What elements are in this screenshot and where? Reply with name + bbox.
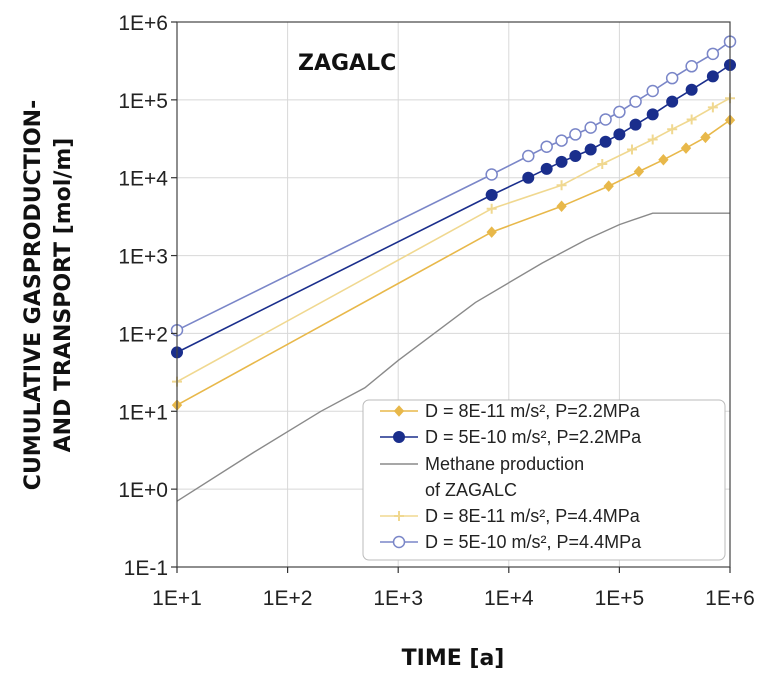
y-tick-label: 1E-1	[124, 557, 168, 580]
data-point	[613, 128, 626, 141]
x-axis-title: TIME [a]	[402, 646, 505, 671]
data-point	[599, 113, 612, 126]
data-point	[629, 95, 642, 108]
data-point	[540, 162, 553, 175]
data-point	[646, 84, 659, 98]
data-point	[486, 226, 497, 238]
data-point	[629, 118, 642, 131]
series-line	[176, 212, 730, 502]
data-point	[485, 168, 498, 181]
legend-label: D = 8E-11 m/s², P=2.2MPa	[425, 401, 641, 421]
ticks: 1E+1 1E+2 1E+3 1E+4 1E+5 1E+6 1E-1 1E+0 1E+1 1E+2…	[118, 12, 754, 610]
y-tick-label: 1E+3	[118, 246, 168, 269]
legend-label: D = 5E-10 m/s², P=2.2MPa	[425, 427, 642, 447]
data-point	[603, 180, 614, 192]
data-point	[584, 143, 597, 156]
series-line	[176, 97, 731, 383]
y-tick-label: 1E+4	[118, 168, 168, 191]
y-tick-label: 1E+1	[118, 401, 168, 424]
data-point	[597, 159, 608, 170]
x-tick-label: 1E+4	[484, 587, 534, 610]
x-tick-label: 1E+6	[705, 587, 755, 610]
y-tick-label: 1E+5	[118, 90, 168, 113]
data-point	[522, 171, 535, 184]
data-point	[522, 149, 535, 163]
legend-label: Methane production	[425, 454, 584, 474]
series-1	[171, 59, 736, 359]
legend-label: D = 8E-11 m/s², P=4.4MPa	[425, 506, 641, 526]
data-point	[555, 155, 568, 168]
chart-annotation: ZAGALC	[298, 51, 396, 76]
data-point	[680, 142, 692, 154]
legend-box	[362, 399, 726, 561]
data-point	[667, 124, 678, 135]
x-tick-label: 1E+1	[152, 587, 202, 610]
data-point	[613, 105, 626, 119]
data-point	[627, 144, 638, 155]
y-axis-title-line1: CUMULATIVE GASPRODUCTION-	[21, 100, 46, 490]
legend: D = 8E-11 m/s², P=2.2MPa D = 5E-10 m/s², …	[362, 399, 726, 561]
plot-frame	[176, 21, 731, 568]
data-point	[706, 70, 719, 83]
legend-swatch-marker	[392, 535, 406, 549]
y-tick-label: 1E+2	[118, 323, 168, 346]
x-tick-label: 1E+2	[263, 587, 313, 610]
legend-swatch-marker	[393, 405, 405, 417]
data-point	[665, 71, 679, 85]
data-point	[485, 188, 498, 201]
data-point	[633, 165, 645, 178]
data-point	[707, 102, 718, 113]
data-point	[569, 128, 582, 141]
x-tick-label: 1E+3	[373, 587, 423, 610]
data-point	[569, 150, 582, 163]
data-point	[685, 60, 698, 73]
data-point	[556, 200, 567, 212]
data-point	[599, 135, 612, 148]
legend-swatch-marker	[394, 511, 404, 521]
data-point	[686, 114, 697, 125]
data-point	[646, 108, 659, 121]
legend-label: of ZAGALC	[425, 480, 517, 500]
series-2	[176, 212, 730, 502]
legend-label: D = 5E-10 m/s², P=4.4MPa	[425, 532, 642, 552]
legend-swatch-marker	[393, 431, 405, 443]
y-tick-label: 1E+0	[118, 479, 168, 502]
x-tick-label: 1E+5	[595, 587, 645, 610]
data-point	[658, 154, 669, 166]
data-point	[555, 134, 568, 147]
data-point	[556, 180, 567, 191]
y-axis-title-line2: AND TRANSPORT [mol/m]	[51, 138, 76, 453]
series-layer	[170, 35, 737, 502]
data-point	[666, 95, 679, 108]
data-point	[706, 47, 720, 61]
data-point	[647, 134, 658, 145]
data-point	[685, 83, 698, 96]
data-point	[486, 203, 497, 214]
data-point	[700, 131, 711, 144]
data-point	[540, 140, 553, 153]
data-point	[584, 121, 597, 134]
y-tick-label: 1E+6	[118, 12, 168, 35]
